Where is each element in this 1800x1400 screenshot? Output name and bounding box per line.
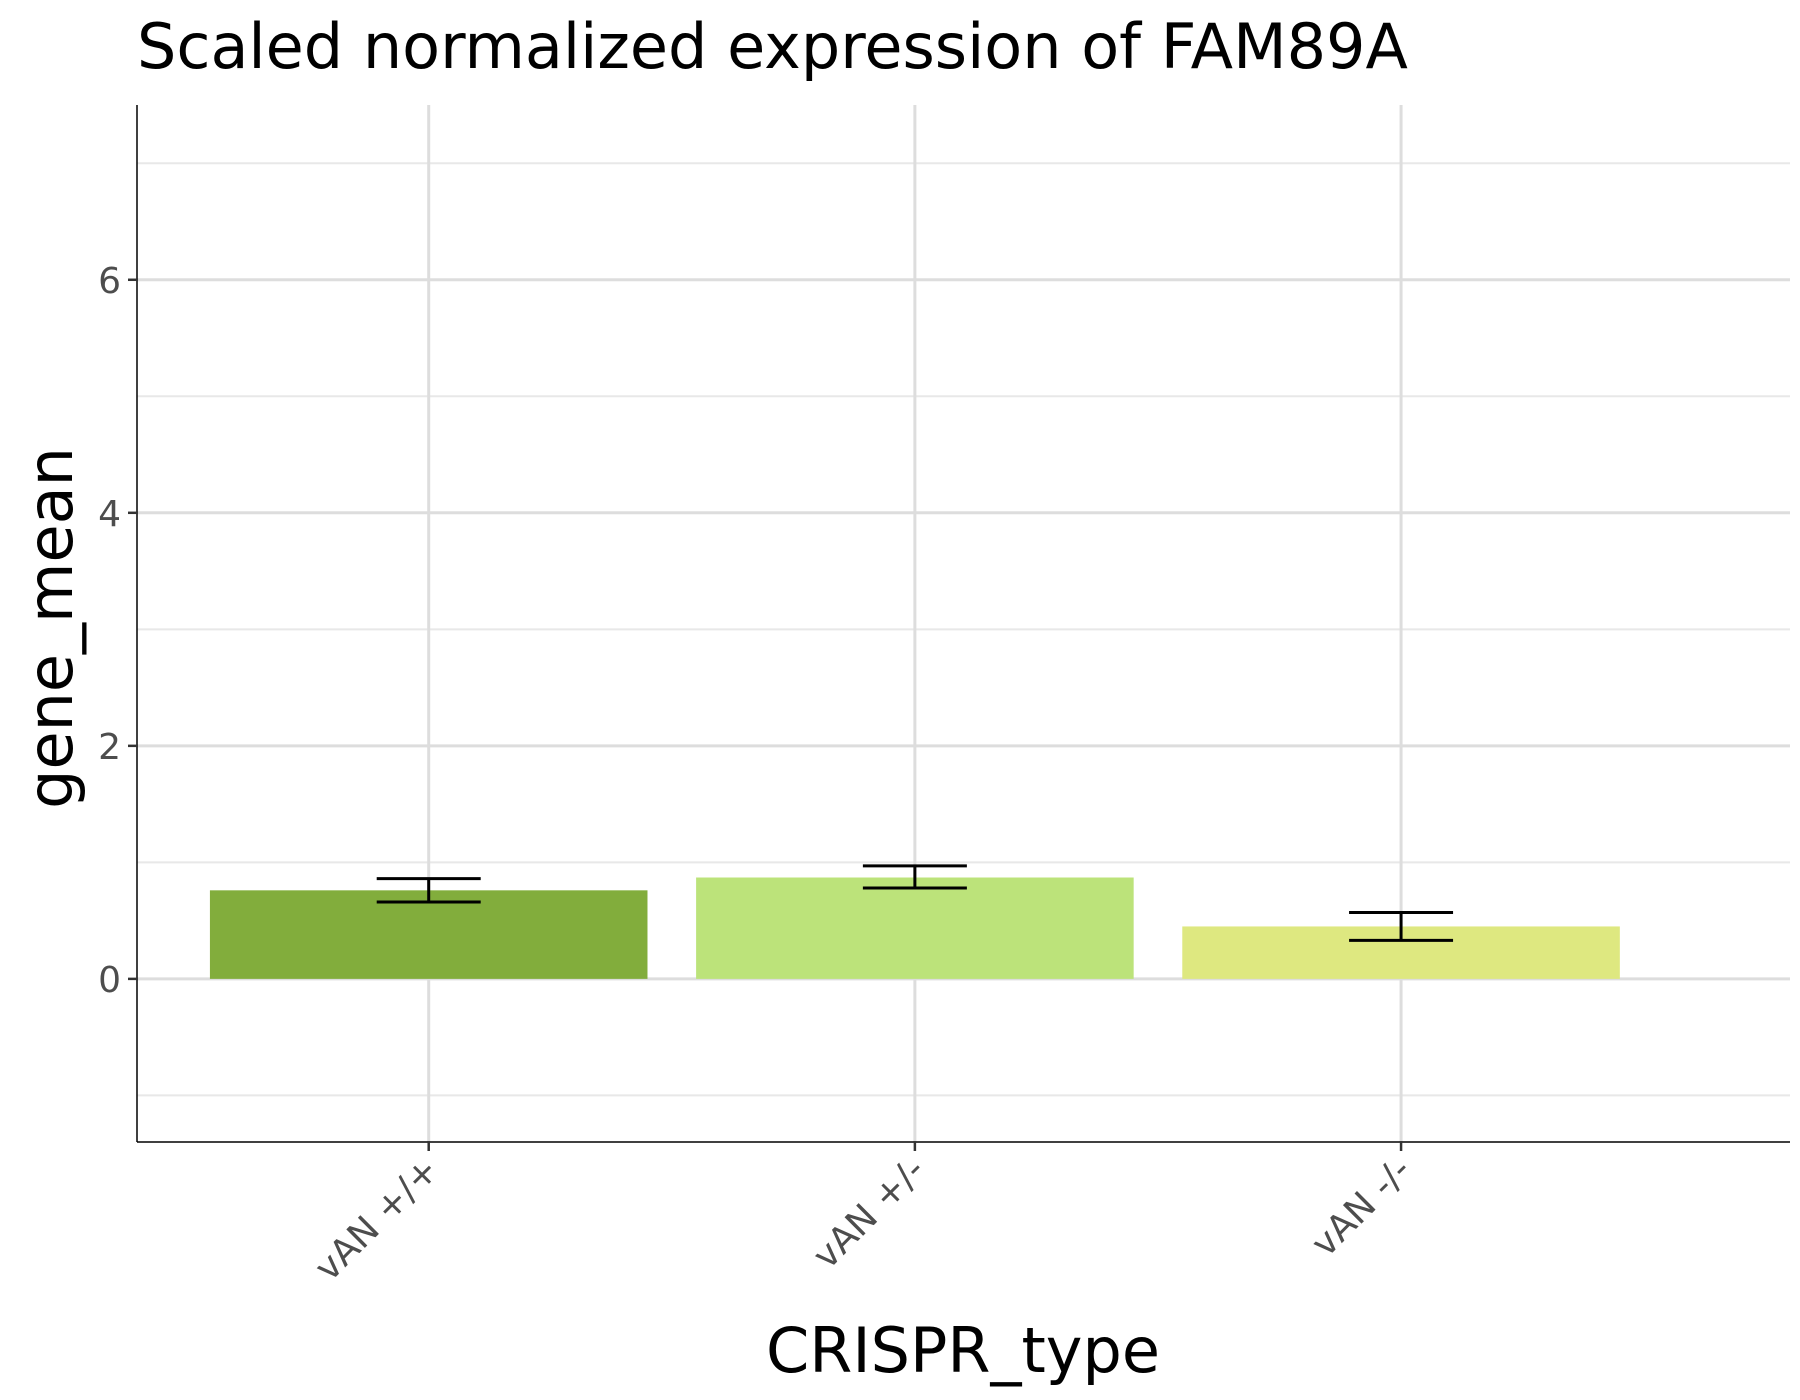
x-tick-label: vAN +/-	[806, 1149, 934, 1277]
y-tick-label: 0	[98, 960, 121, 1001]
axes	[136, 105, 1790, 1143]
chart-title: Scaled normalized expression of FAM89A	[137, 10, 1408, 83]
y-tick-label: 4	[98, 494, 121, 535]
x-tick-label: vAN +/+	[307, 1149, 447, 1289]
bar	[696, 877, 1134, 979]
x-axis-title: CRISPR_type	[766, 1314, 1160, 1387]
y-tick-label: 6	[98, 261, 121, 302]
x-tick-label: vAN -/-	[1304, 1149, 1420, 1265]
error-bar	[376, 877, 481, 904]
error-bar	[862, 864, 967, 890]
y-tick-label: 2	[98, 727, 121, 768]
gridlines	[137, 105, 1790, 1142]
error-bars	[376, 864, 1454, 942]
error-bar	[1349, 910, 1454, 942]
bar	[209, 890, 648, 979]
y-axis-title: gene_mean	[14, 447, 87, 809]
bars	[209, 877, 1620, 979]
tick-labels: 0 2 4 6 vAN +/+ vAN +/- vAN -/-	[98, 261, 1419, 1289]
